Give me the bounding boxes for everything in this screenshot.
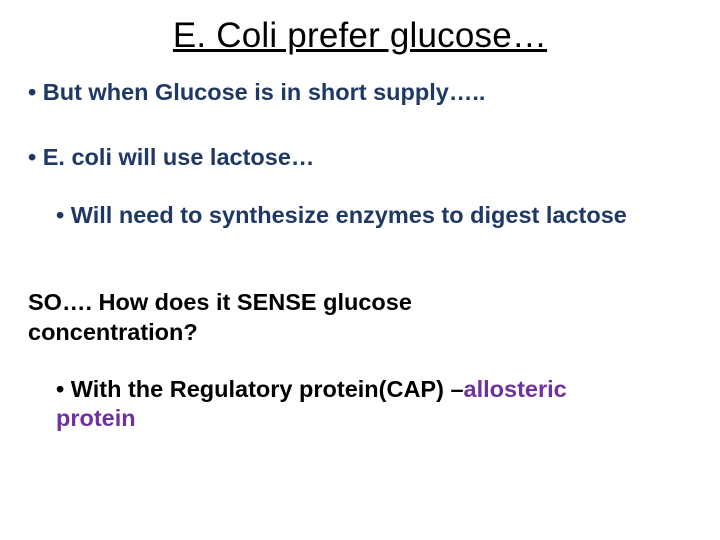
bullet-synthesize-enzymes: • Will need to synthesize enzymes to dig… xyxy=(56,201,636,230)
bullet-use-lactose: • E. coli will use lactose… xyxy=(28,143,692,172)
bullet-sense-question: SO…. How does it SENSE glucose concentra… xyxy=(28,288,548,347)
bullet-cap-prefix: • With the Regulatory protein(CAP) – xyxy=(56,376,464,402)
bullet-cap-answer: • With the Regulatory protein(CAP) –allo… xyxy=(56,375,636,434)
bullet-glucose-short: • But when Glucose is in short supply….. xyxy=(28,78,692,107)
slide-container: E. Coli prefer glucose… • But when Gluco… xyxy=(0,0,720,540)
slide-title: E. Coli prefer glucose… xyxy=(28,16,692,56)
